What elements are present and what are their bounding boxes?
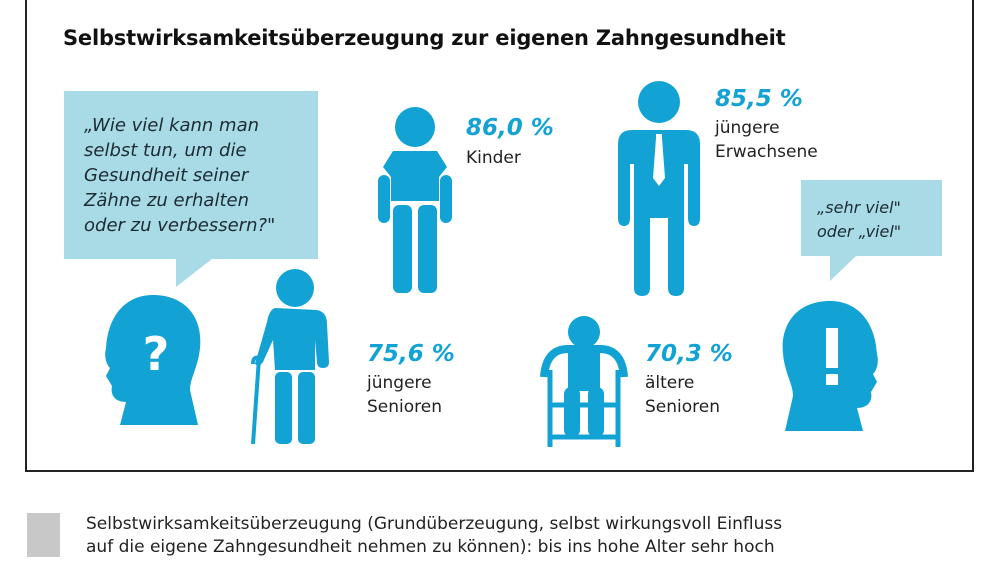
- svg-text:?: ?: [143, 327, 170, 381]
- legend-line: Selbstwirksamkeitsüberzeugung (Grundüber…: [86, 514, 783, 534]
- label-line: Kinder: [466, 148, 521, 168]
- question-bubble: „Wie viel kann man selbst tun, um die Ge…: [64, 91, 318, 259]
- label-aeltere-senioren: ältere Senioren: [645, 371, 720, 419]
- bubble-tail: [830, 256, 856, 281]
- label-kinder: Kinder: [466, 146, 521, 170]
- exclamation-head-icon: [782, 301, 878, 431]
- label-line: ältere: [645, 373, 695, 393]
- question-line: oder zu verbessern?": [84, 215, 276, 236]
- value-kinder: 86,0 %: [466, 115, 554, 141]
- value-juengere-senioren: 75,6 %: [367, 341, 455, 367]
- infographic-title: Selbstwirksamkeitsüberzeugung zur eigene…: [63, 26, 786, 50]
- adult-icon: [618, 81, 700, 296]
- value-juengere-erwachsene: 85,5 %: [715, 86, 803, 112]
- question-line: Gesundheit seiner: [84, 165, 249, 186]
- label-line: jüngere: [367, 373, 432, 393]
- legend-line: auf die eigene Zahngesundheit nehmen zu …: [86, 537, 775, 557]
- label-juengere-senioren: jüngere Senioren: [367, 371, 442, 419]
- value-aeltere-senioren: 70,3 %: [645, 341, 733, 367]
- question-line: selbst tun, um die: [84, 140, 247, 161]
- bubble-tail: [176, 259, 212, 287]
- question-head-icon: ?: [105, 295, 201, 425]
- label-juengere-erwachsene: jüngere Erwachsene: [715, 116, 818, 164]
- legend-swatch: [27, 513, 60, 557]
- answer-bubble: „sehr viel" oder „viel": [801, 180, 942, 256]
- label-line: jüngere: [715, 118, 780, 138]
- legend-text: Selbstwirksamkeitsüberzeugung (Grundüber…: [86, 513, 966, 559]
- answer-line: oder „viel": [817, 222, 902, 241]
- label-line: Senioren: [367, 397, 442, 417]
- label-line: Senioren: [645, 397, 720, 417]
- infographic-frame: [25, 0, 974, 472]
- label-line: Erwachsene: [715, 142, 818, 162]
- answer-line: „sehr viel": [817, 198, 901, 217]
- child-icon: [378, 107, 452, 293]
- question-line: „Wie viel kann man: [84, 115, 260, 136]
- senior-with-cane-icon: [251, 269, 329, 445]
- wheelchair-senior-icon: [540, 316, 628, 447]
- question-line: Zähne zu erhalten: [84, 190, 250, 211]
